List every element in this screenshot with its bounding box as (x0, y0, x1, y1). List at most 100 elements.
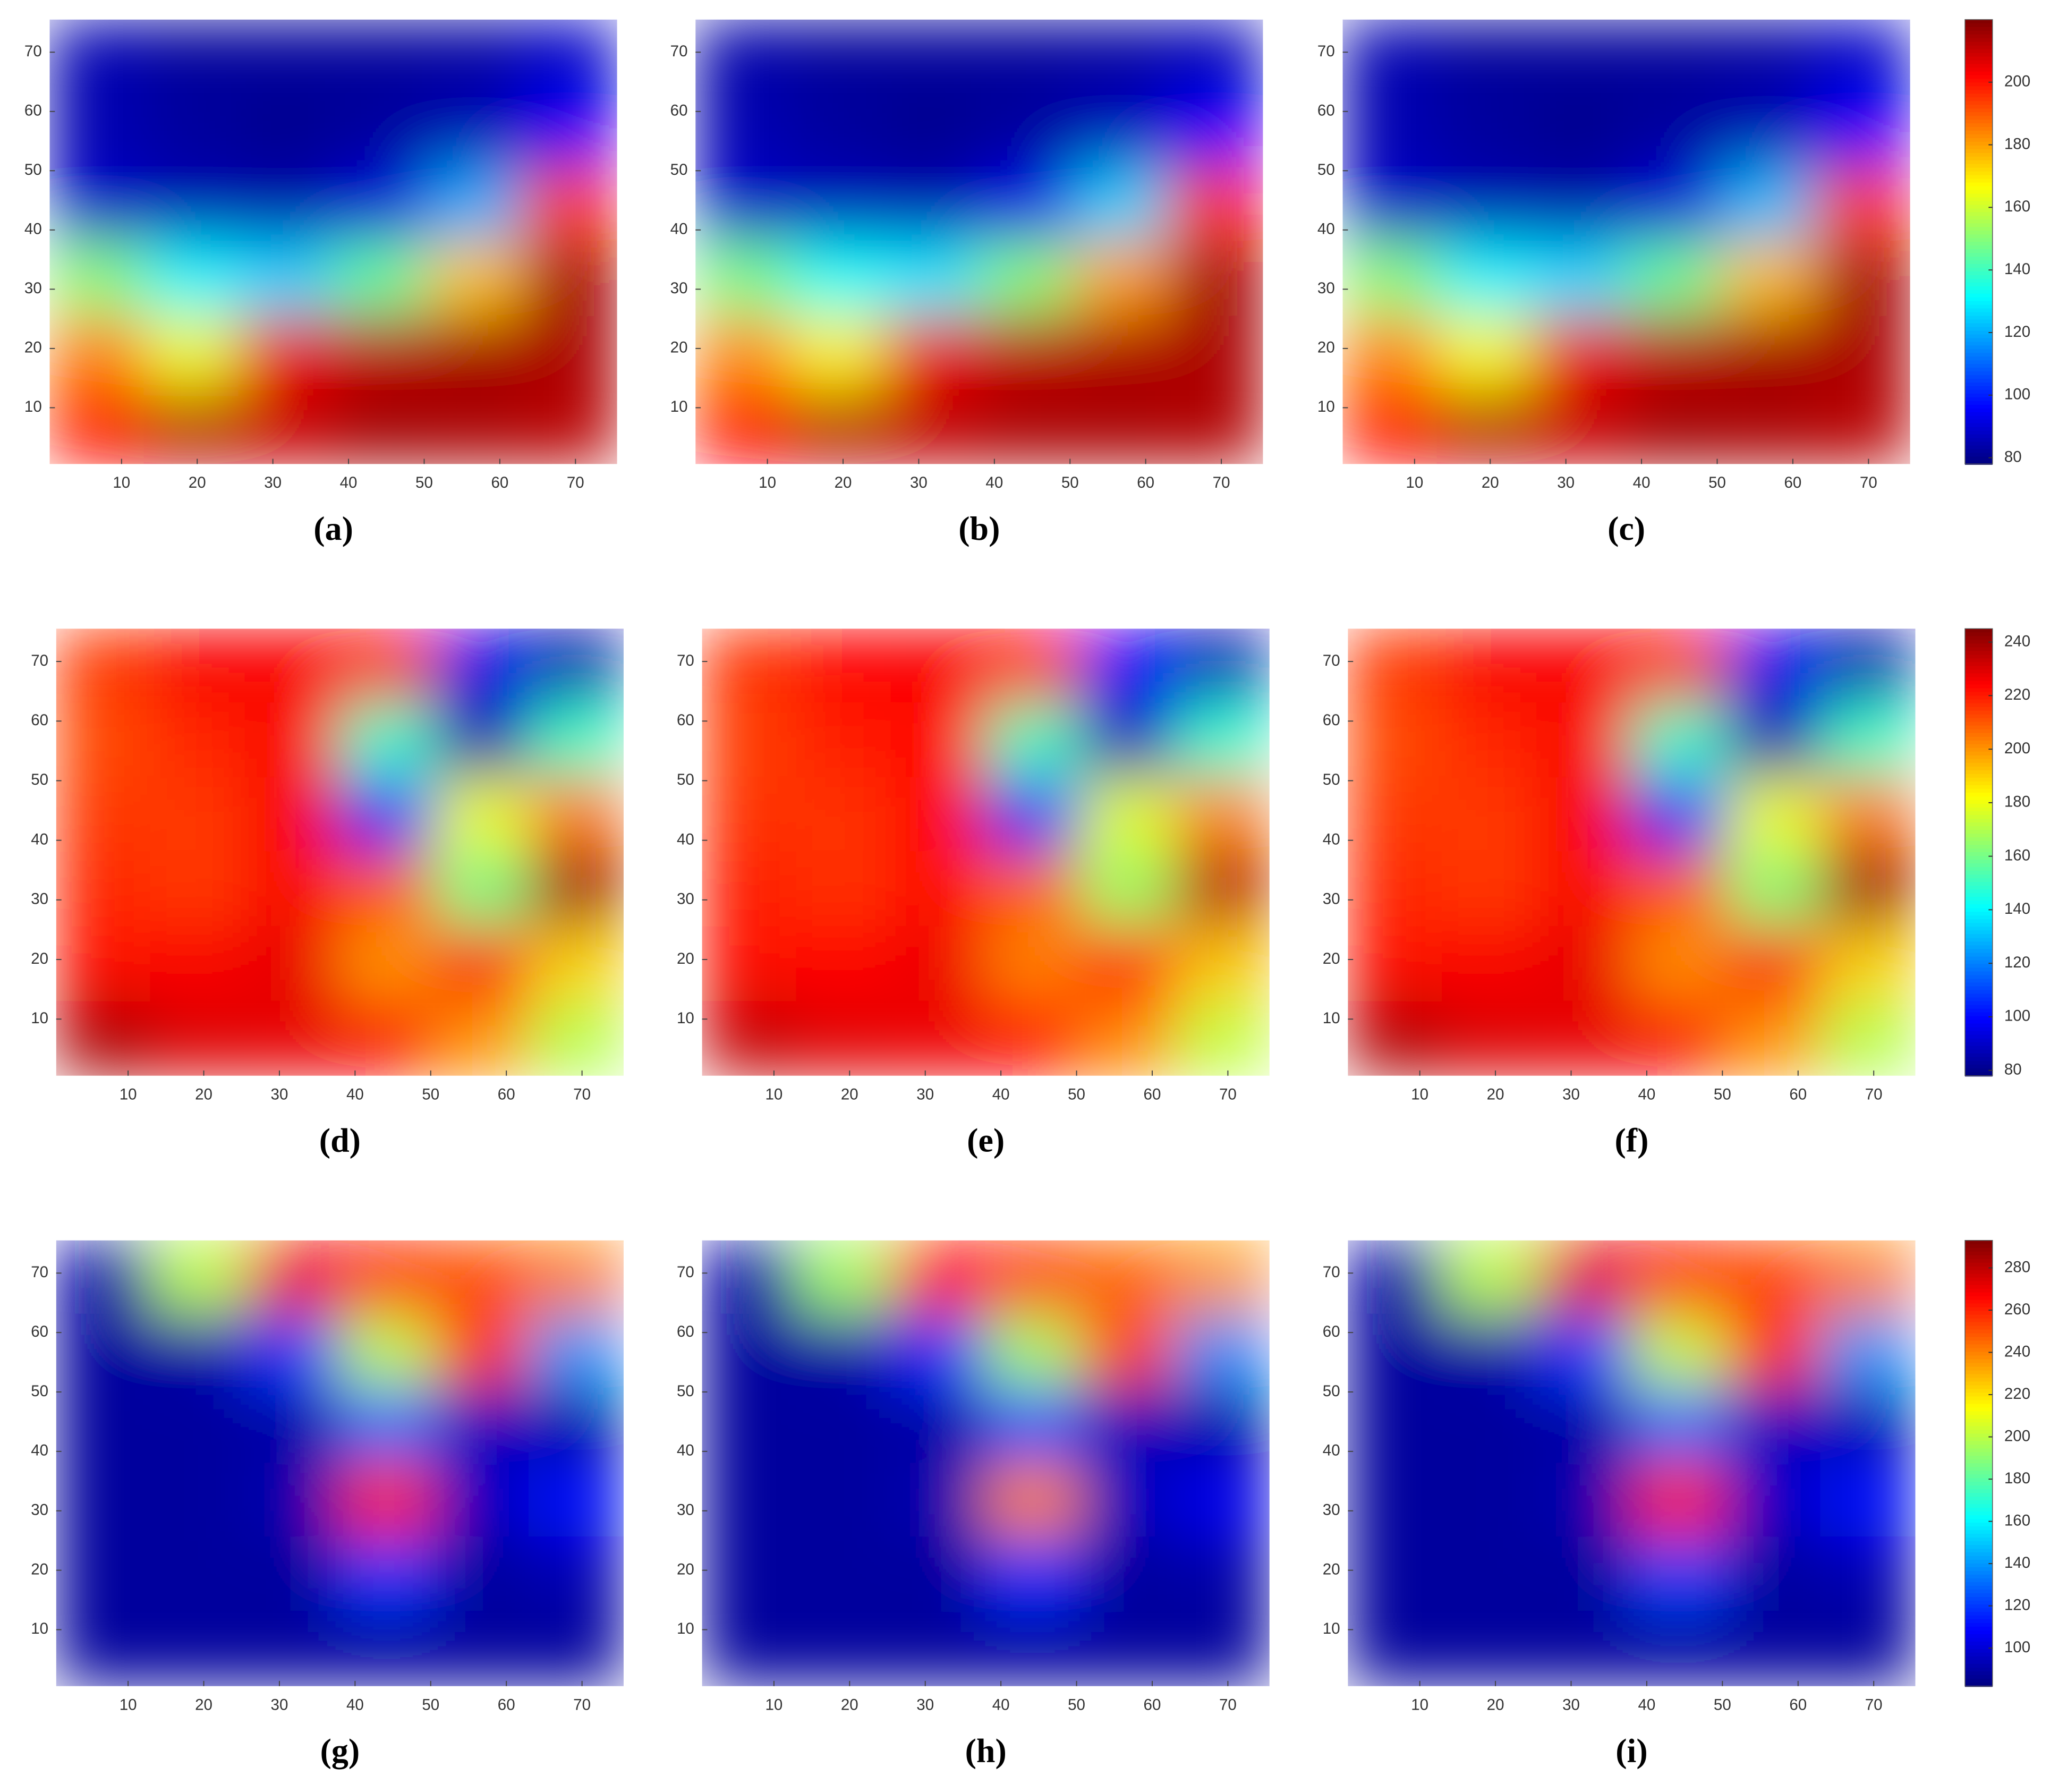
heatmap-cell (1174, 1388, 1270, 1464)
panel-label: (g) (320, 1731, 360, 1769)
heatmap-cell (1820, 777, 1916, 853)
x-tick-label: 10 (765, 1696, 782, 1713)
heatmap-cell (695, 93, 791, 168)
heatmap-cell (1442, 629, 1538, 704)
heatmap-cell (427, 389, 523, 464)
heatmap-cell (1436, 315, 1533, 391)
heatmap-cell (1725, 1388, 1822, 1464)
x-tick-label: 60 (1137, 474, 1154, 491)
heatmap-cell (1073, 167, 1169, 243)
heatmap-cell (528, 1536, 624, 1613)
colorbar-tick-label: 140 (2004, 900, 2030, 918)
x-tick-label: 50 (1714, 1085, 1731, 1103)
panel-label: (i) (1615, 1731, 1647, 1769)
panel-label: (e) (967, 1121, 1005, 1159)
x-tick-label: 10 (1411, 1696, 1428, 1713)
heatmap-cell (150, 1000, 246, 1076)
x-tick-label: 70 (573, 1085, 591, 1103)
heatmap-cell (789, 19, 886, 95)
heatmap-cell (1531, 315, 1627, 391)
panel-label: (h) (965, 1731, 1007, 1769)
heatmap-cell (890, 1611, 986, 1686)
heatmap-cell (427, 315, 523, 391)
x-tick-label: 40 (1633, 474, 1651, 491)
colorbar-tick-label: 180 (2004, 793, 2030, 811)
panel-label: (b) (958, 509, 1000, 547)
heatmap-cell (1079, 926, 1176, 1002)
heatmap-cell (985, 1000, 1081, 1076)
heatmap-cell (796, 1536, 892, 1613)
heatmap-cell (522, 167, 617, 243)
heatmap-cell (1348, 1314, 1443, 1390)
heatmap-cell (150, 702, 246, 779)
heatmap-cell (339, 851, 436, 928)
heatmap-cell (1725, 777, 1822, 853)
colorbar (1965, 19, 1993, 465)
heatmap-cell (702, 1240, 797, 1315)
x-tick-label: 10 (765, 1085, 782, 1103)
heatmap-cell (985, 1463, 1081, 1539)
heatmap-cell (884, 167, 980, 243)
y-tick-label: 40 (31, 830, 48, 848)
x-tick-label: 30 (1557, 474, 1575, 491)
y-tick-label: 50 (677, 1382, 694, 1400)
y-tick-label: 10 (1323, 1620, 1340, 1637)
heatmap-cell (56, 1611, 152, 1686)
y-tick-label: 30 (1323, 890, 1340, 908)
y-tick-label: 10 (677, 1009, 694, 1027)
panel-label: (a) (313, 509, 353, 547)
y-tick-label: 40 (1323, 1442, 1340, 1459)
y-tick-label: 40 (1323, 830, 1340, 848)
heatmap-cell (979, 389, 1075, 464)
heatmap-cell (985, 777, 1081, 853)
x-tick-label: 10 (113, 474, 130, 491)
heatmap-panel (56, 1240, 624, 1686)
x-tick-label: 40 (346, 1696, 364, 1713)
heatmap-cell (1536, 1314, 1632, 1390)
x-tick-label: 30 (916, 1696, 934, 1713)
panel-label: (f) (1614, 1121, 1648, 1159)
x-tick-label: 10 (120, 1696, 137, 1713)
heatmap-cell (433, 926, 530, 1002)
colorbar-tick-label: 160 (2004, 198, 2030, 215)
heatmap-cell (702, 702, 797, 779)
heatmap-cell (427, 241, 523, 317)
heatmap-cell (1348, 1240, 1443, 1315)
x-tick-label: 10 (1406, 474, 1423, 491)
heatmap-cell (979, 315, 1075, 391)
y-tick-label: 70 (1323, 652, 1340, 669)
y-tick-label: 60 (31, 1323, 48, 1340)
heatmap-cell (1631, 851, 1727, 928)
heatmap-cell (150, 1611, 246, 1686)
heatmap-cell (339, 1536, 436, 1613)
colorbar (1965, 629, 1993, 1077)
heatmap-cell (528, 629, 624, 704)
heatmap-cell (333, 167, 429, 243)
x-tick-label: 60 (1784, 474, 1801, 491)
x-tick-label: 30 (910, 474, 928, 491)
y-tick-label: 30 (31, 1501, 48, 1519)
heatmap-cell (1174, 1000, 1270, 1076)
heatmap-cell (1815, 315, 1910, 391)
heatmap-cell (985, 629, 1081, 704)
heatmap-cell (339, 1388, 436, 1464)
x-tick-label: 20 (189, 474, 206, 491)
heatmap-cell (1073, 93, 1169, 168)
heatmap-cell (884, 241, 980, 317)
heatmap-cell (1073, 389, 1169, 464)
heatmap-cell (1631, 1611, 1727, 1686)
heatmap-cell (1342, 93, 1438, 168)
x-tick-label: 20 (1487, 1696, 1504, 1713)
y-tick-label: 60 (24, 102, 42, 120)
y-tick-label: 50 (677, 771, 694, 788)
y-tick-label: 30 (1323, 1501, 1340, 1519)
heatmap-cell (150, 1388, 246, 1464)
heatmap-cell (433, 1536, 530, 1613)
heatmap-panel (702, 1240, 1270, 1686)
heatmap-cell (433, 1314, 530, 1390)
heatmap-cell (1626, 167, 1722, 243)
heatmap-cell (143, 19, 240, 95)
heatmap-cell (528, 1463, 624, 1539)
heatmap-cells (49, 19, 617, 464)
heatmap-cell (1720, 93, 1816, 168)
